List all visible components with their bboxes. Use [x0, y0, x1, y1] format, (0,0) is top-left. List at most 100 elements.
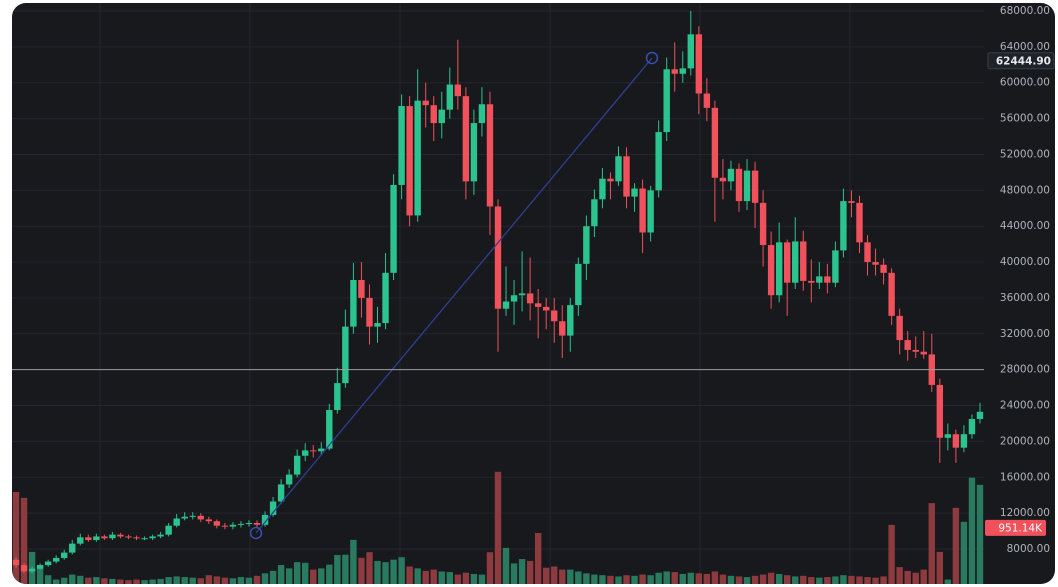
volume-bar	[808, 577, 815, 584]
volume-bar	[374, 560, 381, 584]
volume-bar	[832, 576, 839, 584]
candle-body	[936, 384, 944, 438]
candle-body	[735, 168, 743, 202]
candle-body	[920, 351, 927, 355]
volume-bar	[430, 569, 437, 584]
candle-body	[647, 190, 654, 233]
volume-bar	[534, 532, 542, 584]
candle-body	[663, 69, 670, 133]
candle-body	[326, 410, 333, 449]
volume-badge	[985, 519, 1046, 536]
candle-body	[478, 104, 486, 124]
candle-body	[631, 188, 638, 197]
volume-bar	[69, 574, 76, 584]
volume-bar	[559, 569, 566, 584]
y-tick-label: 56000.00	[1000, 113, 1050, 125]
candle-body	[912, 349, 919, 352]
candle-body	[534, 303, 542, 307]
candle-body	[968, 418, 976, 435]
volume-bar	[567, 569, 574, 584]
volume-bar	[960, 521, 968, 584]
volume-bar	[912, 572, 919, 584]
candle-body	[880, 264, 887, 273]
candle-body	[77, 537, 84, 544]
candle-body	[390, 184, 397, 273]
volume-bar	[864, 577, 871, 584]
volume-bar	[221, 577, 229, 584]
candle-body	[438, 109, 445, 124]
candle-body	[518, 293, 526, 296]
candle-body	[583, 226, 590, 264]
y-tick-label: 12000.00	[1000, 507, 1050, 519]
candle-body	[141, 538, 148, 540]
candle-body	[904, 340, 911, 350]
candle-body	[149, 536, 156, 539]
volume-bar	[848, 575, 855, 584]
y-tick-label: 16000.00	[1000, 471, 1050, 483]
volume-bar	[478, 574, 486, 584]
volume-bar	[824, 577, 831, 584]
candle-body	[671, 69, 678, 74]
volume-bar	[792, 576, 799, 584]
y-tick-label: 8000.00	[1007, 543, 1050, 555]
volume-bar	[583, 573, 590, 584]
price-badge	[987, 52, 1055, 70]
candle-body	[719, 177, 727, 182]
volume-bar	[229, 578, 237, 584]
candle-body	[679, 68, 686, 74]
volume-bar	[928, 503, 935, 584]
y-tick-label: 40000.00	[1000, 256, 1050, 268]
volume-bar	[149, 579, 156, 584]
vertical-grid	[99, 3, 851, 584]
candle-body	[261, 514, 269, 525]
candle-body	[61, 552, 68, 558]
candle-body	[189, 515, 196, 517]
candle-body	[687, 34, 694, 69]
volume-bar	[237, 577, 245, 584]
candle-body	[703, 93, 711, 108]
volume-badge-label: 951.14K	[998, 522, 1043, 534]
candle-body	[165, 525, 172, 535]
candle-body	[816, 276, 823, 283]
volume-bar	[783, 575, 791, 584]
candle-body	[727, 168, 735, 182]
volume-bar	[197, 578, 204, 584]
volume-bar	[93, 577, 100, 584]
volume-bar	[101, 578, 108, 584]
candle-body	[181, 516, 188, 519]
volume-bar	[663, 571, 670, 584]
volume-bar	[12, 491, 20, 584]
volume-bar	[655, 572, 662, 584]
candle-body	[350, 280, 357, 327]
volume-bar	[920, 569, 927, 584]
volume-bar	[856, 576, 863, 584]
y-tick-label: 28000.00	[1000, 364, 1050, 376]
volume-bar	[406, 566, 413, 584]
volume-bar	[302, 562, 309, 584]
candle-body	[872, 262, 879, 265]
candle-body	[526, 293, 534, 304]
candle-body	[229, 524, 237, 527]
volume-bar	[743, 577, 751, 584]
candle-body	[824, 276, 831, 283]
volume-bar	[358, 557, 365, 584]
volume-bar	[446, 572, 454, 584]
volume-bar	[703, 573, 711, 584]
candle-body	[93, 536, 100, 541]
volume-bar	[117, 579, 124, 584]
volume-bar	[896, 567, 903, 584]
candle-body	[125, 536, 132, 538]
candle-body	[615, 156, 622, 182]
candle-body	[551, 310, 558, 322]
volume-bar	[261, 573, 269, 584]
volume-bar	[767, 572, 775, 584]
volume-bar	[342, 554, 349, 584]
candle-body	[52, 557, 60, 562]
candle-body	[157, 534, 164, 537]
candle-body	[101, 536, 108, 539]
volume-bar	[44, 575, 52, 584]
candle-body	[976, 411, 984, 419]
candle-body	[293, 455, 301, 475]
candle-body	[310, 450, 317, 452]
